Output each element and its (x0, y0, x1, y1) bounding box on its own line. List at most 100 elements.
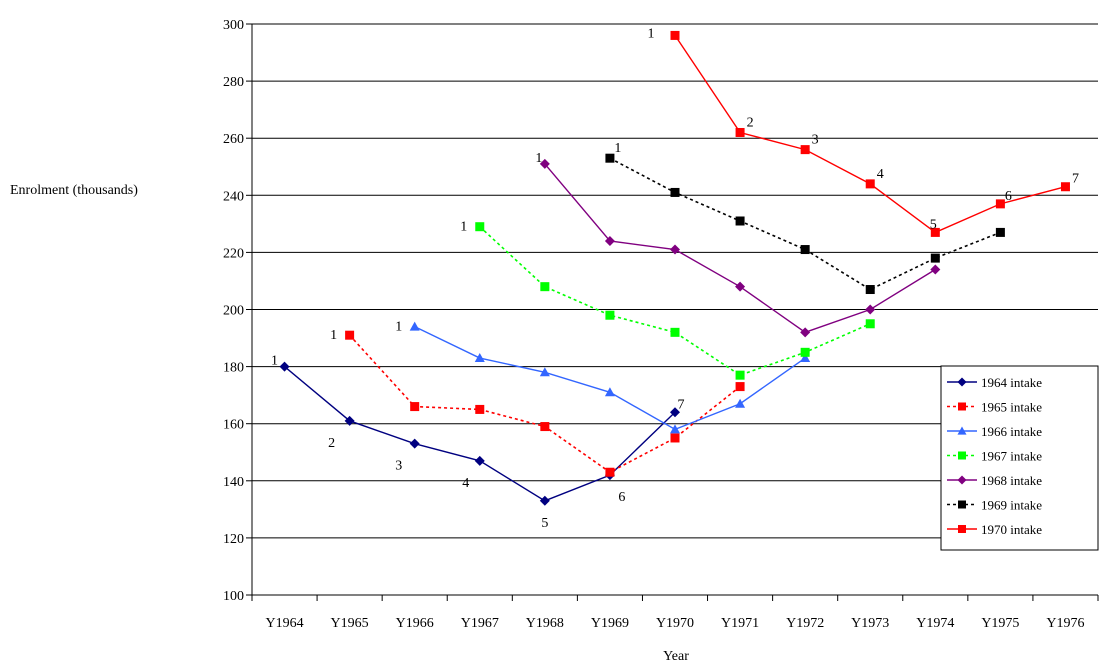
data-point (605, 467, 615, 477)
series-line (609, 157, 1001, 291)
x-tick-label: Y1976 (1046, 616, 1084, 631)
data-point (670, 187, 680, 197)
data-point (930, 227, 940, 237)
data-point (800, 327, 811, 338)
data-point (930, 264, 941, 275)
point-label: 1 (535, 151, 542, 166)
legend-swatch-marker (958, 451, 966, 460)
y-tick-label: 280 (223, 75, 244, 90)
x-tick-label: Y1970 (656, 616, 694, 631)
point-label: 1 (460, 220, 467, 235)
data-point (865, 179, 875, 189)
point-label: 1 (330, 328, 337, 343)
y-axis-title: Enrolment (thousands) (10, 183, 138, 198)
x-tick-label: Y1972 (786, 616, 824, 631)
x-tick-label: Y1974 (916, 616, 954, 631)
data-point (1060, 182, 1070, 192)
point-label: 4 (877, 167, 884, 182)
data-point (539, 158, 550, 169)
point-labels: 1 2 3 4 5 6 7 1 1 1 1 1 1 2 3 4 5 6 7 (271, 26, 1079, 530)
data-point (735, 216, 745, 226)
y-tick-labels: 100 120 140 160 180 200 220 240 260 280 300 (223, 18, 244, 604)
legend-entry: 1965 intake (981, 400, 1042, 415)
data-point (930, 253, 940, 263)
x-tick-label: Y1965 (331, 616, 369, 631)
data-point (279, 361, 290, 372)
data-point (800, 145, 810, 155)
y-tick-label: 140 (223, 475, 244, 490)
legend-swatch-marker (958, 402, 966, 411)
point-label: 1 (271, 354, 278, 369)
legend-entry: 1970 intake (981, 522, 1042, 537)
y-tick-label: 240 (223, 189, 244, 204)
point-label: 7 (678, 397, 685, 412)
data-point (344, 415, 355, 426)
data-point (865, 304, 876, 315)
legend: 1964 intake 1965 intake 1966 intake 1967 in… (940, 365, 1099, 551)
data-point (670, 424, 680, 434)
point-label: 1 (614, 141, 621, 156)
data-point (604, 387, 615, 397)
data-point (474, 353, 485, 363)
data-point (409, 321, 420, 331)
data-point (670, 244, 680, 255)
data-point (670, 30, 680, 40)
data-point (995, 227, 1005, 237)
data-point (474, 455, 485, 466)
data-point (539, 367, 550, 377)
x-tick-label: Y1968 (526, 616, 564, 631)
x-tick-label: Y1969 (591, 616, 629, 631)
data-point (345, 330, 355, 340)
data-point (410, 402, 420, 412)
legend-entry: 1969 intake (981, 498, 1042, 513)
data-point (865, 319, 875, 329)
data-point (670, 433, 680, 443)
data-point (605, 153, 615, 163)
data-point (540, 282, 550, 292)
data-point (539, 495, 550, 506)
data-point (800, 353, 811, 363)
point-label: 3 (812, 133, 819, 148)
point-label: 7 (1072, 172, 1079, 187)
data-point (995, 199, 1005, 209)
y-tick-label: 180 (223, 361, 244, 376)
x-tick-label: Y1973 (851, 616, 889, 631)
data-point (604, 235, 615, 246)
series-group (279, 30, 1070, 506)
x-tick-labels: Y1964 Y1965 Y1966 Y1967 Y1968 Y1969 Y1970 Y1971… (265, 616, 1084, 631)
series-line (414, 325, 806, 431)
point-label: 6 (1005, 189, 1012, 204)
y-tick-label: 100 (223, 589, 244, 604)
y-tick-label: 300 (223, 18, 244, 33)
data-point (605, 310, 615, 320)
point-label: 3 (395, 459, 402, 474)
point-label: 5 (930, 217, 937, 232)
point-label: 6 (618, 490, 625, 505)
x-tick-label: Y1964 (265, 616, 303, 631)
data-point (735, 382, 745, 392)
legend-swatch-marker (957, 377, 967, 387)
data-point (735, 398, 746, 408)
legend-swatch-marker (958, 525, 966, 533)
x-tick-label: Y1971 (721, 616, 759, 631)
y-tick-label: 120 (223, 532, 244, 547)
legend-entry: 1968 intake (981, 473, 1042, 488)
point-label: 1 (648, 26, 655, 41)
data-point (475, 404, 485, 414)
legend-swatch-marker (957, 475, 967, 485)
legend-swatch-marker (958, 500, 966, 509)
data-point (540, 422, 550, 432)
x-tick-label: Y1975 (981, 616, 1019, 631)
point-label: 2 (328, 436, 335, 451)
data-point (735, 281, 746, 292)
point-label: 5 (541, 516, 548, 531)
legend-box (940, 365, 1099, 551)
data-point (670, 407, 680, 418)
x-tick-label: Y1966 (396, 616, 434, 631)
legend-entry: 1966 intake (981, 424, 1042, 439)
data-point (865, 285, 875, 295)
y-tick-label: 260 (223, 132, 244, 147)
gridlines (252, 23, 1098, 596)
point-label: 2 (747, 115, 754, 130)
